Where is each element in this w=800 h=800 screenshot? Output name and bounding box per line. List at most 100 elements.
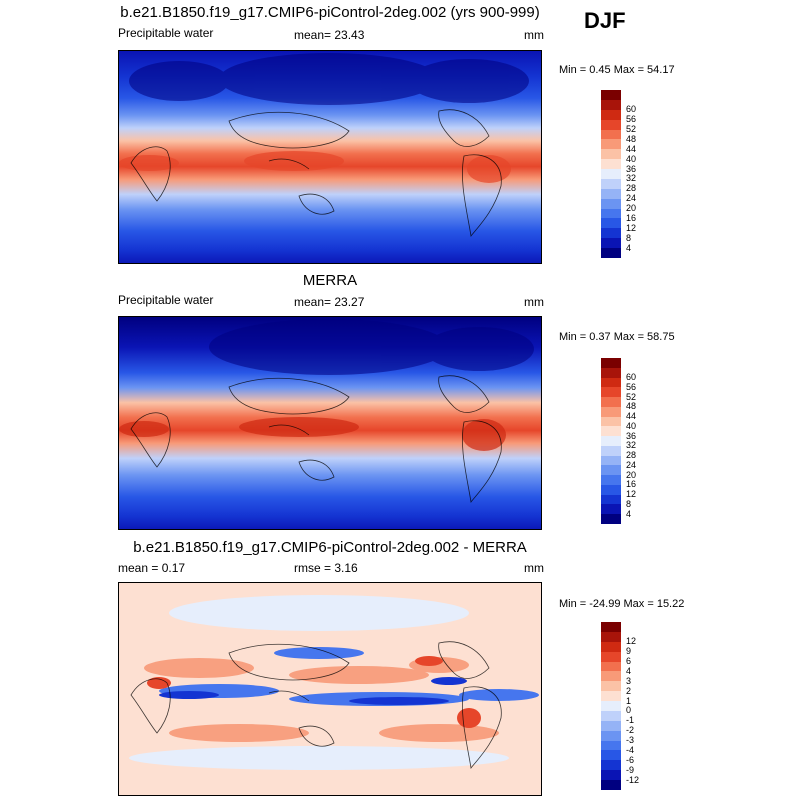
colorbar-tick-label: -2 xyxy=(626,725,635,736)
colorbar-tick-label: 36 xyxy=(626,163,637,174)
colorbar-swatch xyxy=(601,358,621,369)
colorbar-swatch xyxy=(601,198,621,210)
panel-3-mean-label: mean = 0.17 xyxy=(118,561,186,575)
colorbar-tick-label: 40 xyxy=(626,153,637,164)
colorbar-swatch xyxy=(601,681,621,692)
colorbar-tick-label: 8 xyxy=(626,232,632,243)
colorbar-swatch xyxy=(601,504,621,515)
panel-1-map xyxy=(118,50,542,264)
colorbar-swatch xyxy=(601,178,621,190)
colorbar-tick-label: -4 xyxy=(626,744,635,755)
panel-2-variable-label: Precipitable water xyxy=(118,293,214,307)
panel-3-rmse-label: rmse = 3.16 xyxy=(294,561,358,575)
colorbar-swatch xyxy=(601,119,621,131)
colorbar-tick-label: 28 xyxy=(626,183,637,194)
panel-2-title: MERRA xyxy=(302,272,358,289)
season-label: DJF xyxy=(584,8,626,33)
colorbar-tick-label: 52 xyxy=(626,391,637,402)
colorbar-swatch xyxy=(601,406,621,418)
colorbar-swatch xyxy=(601,109,621,121)
colorbar-tick-label: 40 xyxy=(626,420,637,431)
colorbar-swatch xyxy=(601,475,621,486)
colorbar-swatch xyxy=(601,651,621,663)
colorbar-swatch xyxy=(601,760,621,771)
colorbar-tick-label: -12 xyxy=(626,774,640,785)
colorbar-tick-label: 4 xyxy=(626,665,632,676)
panel-2-units-label: mm xyxy=(524,295,544,309)
panel-1-minmax: Min = 0.45 Max = 54.17 xyxy=(559,64,675,76)
colorbar-swatch xyxy=(601,149,621,160)
colorbar-tick-label: 9 xyxy=(626,646,632,657)
colorbar-tick-label: 12 xyxy=(626,636,637,647)
colorbar-swatch xyxy=(601,701,621,712)
colorbar-tick-label: 6 xyxy=(626,656,632,667)
colorbar-swatch xyxy=(601,238,621,249)
panel-3-minmax: Min = -24.99 Max = 15.22 xyxy=(559,598,685,610)
colorbar-tick-label: 32 xyxy=(626,440,637,451)
colorbar-swatch xyxy=(601,436,621,447)
colorbar-swatch xyxy=(601,720,621,732)
panel-1-variable-label: Precipitable water xyxy=(118,26,214,40)
colorbar-tick-label: -9 xyxy=(626,764,635,775)
colorbar-tick-label: 16 xyxy=(626,479,637,490)
panel-2-mean-label: mean= 23.27 xyxy=(294,295,365,309)
colorbar-tick-label: 56 xyxy=(626,114,637,125)
colorbar-tick-label: 24 xyxy=(626,193,637,204)
panel-2-minmax: Min = 0.37 Max = 58.75 xyxy=(559,331,675,343)
colorbar-tick-label: 16 xyxy=(626,212,637,223)
colorbar-swatch xyxy=(601,367,621,378)
colorbar-swatch xyxy=(601,671,621,682)
colorbar-swatch xyxy=(601,218,621,229)
colorbar-tick-label: 20 xyxy=(626,203,637,214)
colorbar-swatch xyxy=(601,208,621,219)
colorbar-swatch xyxy=(601,455,621,466)
colorbar-swatch xyxy=(601,188,621,200)
colorbar-tick-label: 60 xyxy=(626,372,637,383)
colorbar-swatch xyxy=(601,445,621,457)
colorbar-tick-label: -6 xyxy=(626,754,635,765)
colorbar-swatch xyxy=(601,90,621,101)
colorbar-tick-label: 44 xyxy=(626,143,637,154)
colorbar-swatch xyxy=(601,465,621,476)
colorbar-swatch xyxy=(601,691,621,702)
colorbar-swatch xyxy=(601,99,621,111)
colorbar-tick-label: 1 xyxy=(626,695,632,706)
colorbar-swatch xyxy=(601,139,621,150)
colorbar-tick-label: 2 xyxy=(626,685,632,696)
colorbar-tick-label: 60 xyxy=(626,104,637,115)
colorbar-tick-label: 12 xyxy=(626,489,637,500)
colorbar-tick-label: 44 xyxy=(626,411,637,422)
colorbar-tick-label: 52 xyxy=(626,124,637,135)
colorbar-tick-label: 4 xyxy=(626,508,632,519)
colorbar-swatch xyxy=(601,416,621,427)
colorbar-swatch xyxy=(601,248,621,259)
colorbar-swatch xyxy=(601,397,621,408)
colorbar-swatch xyxy=(601,780,621,791)
colorbar-swatch xyxy=(601,494,621,505)
colorbar-swatch xyxy=(601,484,621,496)
colorbar-swatch xyxy=(601,129,621,140)
colorbar-tick-label: 48 xyxy=(626,401,637,412)
colorbar-tick-label: 56 xyxy=(626,381,637,392)
colorbar-swatch xyxy=(601,228,621,239)
colorbar-swatch xyxy=(601,169,621,180)
colorbar-tick-label: 8 xyxy=(626,498,632,509)
colorbar-swatch xyxy=(601,387,621,398)
colorbar-swatch xyxy=(601,740,621,751)
colorbar-tick-label: 32 xyxy=(626,173,637,184)
colorbar-tick-label: 36 xyxy=(626,430,637,441)
colorbar-tick-label: 0 xyxy=(626,705,632,716)
colorbar-tick-label: 20 xyxy=(626,469,637,480)
panel-3-units-label: mm xyxy=(524,561,544,575)
colorbar-swatch xyxy=(601,730,621,742)
panel-1-title: b.e21.B1850.f19_g17.CMIP6-piControl-2deg… xyxy=(120,4,540,21)
panel-1-mean-label: mean= 23.43 xyxy=(294,28,365,42)
colorbar-tick-label: 48 xyxy=(626,133,637,144)
colorbar-tick-label: 3 xyxy=(626,675,632,686)
colorbar-swatch xyxy=(601,750,621,761)
colorbar-swatch xyxy=(601,159,621,170)
colorbar-tick-label: 4 xyxy=(626,242,632,253)
panel-1-units-label: mm xyxy=(524,28,544,42)
colorbar-swatch xyxy=(601,710,621,722)
colorbar-tick-label: 12 xyxy=(626,222,637,233)
